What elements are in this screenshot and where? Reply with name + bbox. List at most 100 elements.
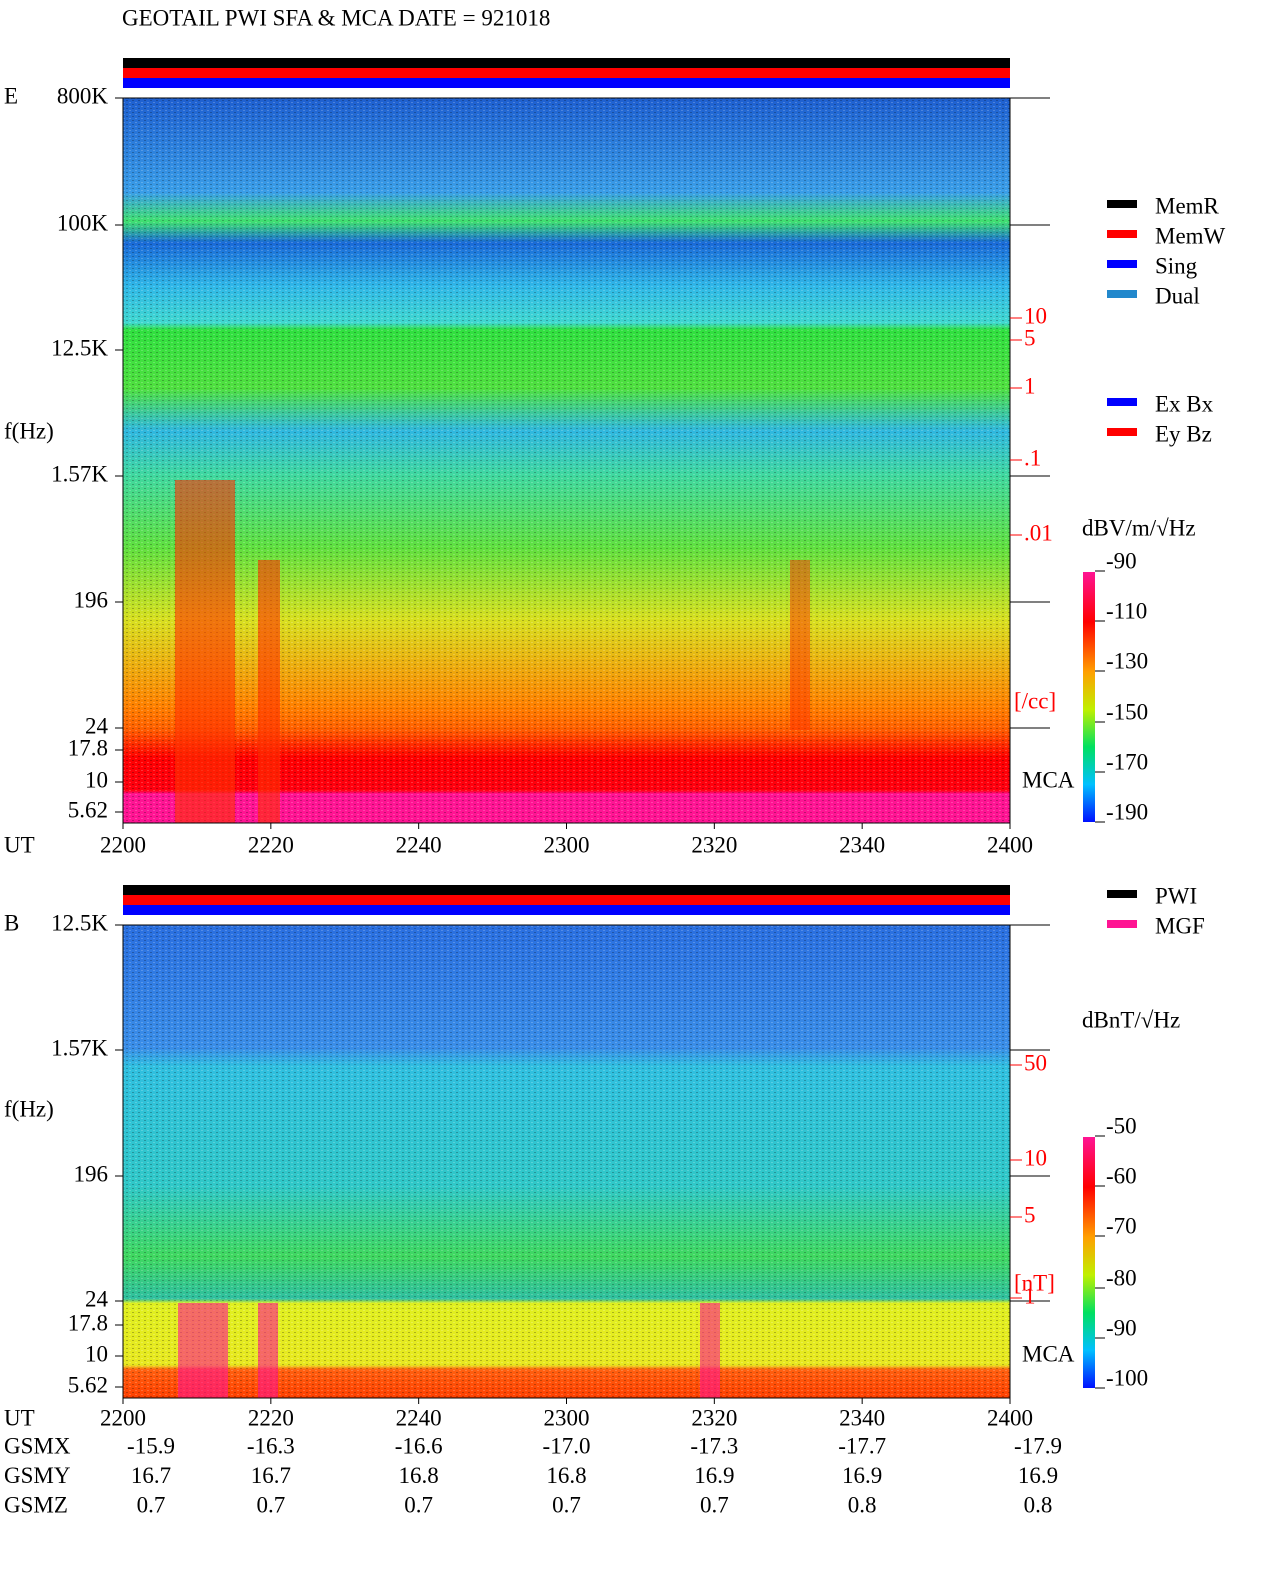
legend-swatch bbox=[1107, 428, 1137, 436]
orbit-value: 0.7 bbox=[256, 1492, 285, 1517]
y-tick-label: 5.62 bbox=[68, 797, 108, 822]
y-tick-label: 12.5K bbox=[51, 335, 108, 360]
y-tick-label: 10 bbox=[85, 767, 108, 792]
legend-label: Ex Bx bbox=[1155, 391, 1214, 416]
y-tick-label: 1.57K bbox=[51, 461, 108, 486]
x-tick-label: 2340 bbox=[839, 1405, 885, 1430]
y-tick-label: 12.5K bbox=[51, 910, 108, 935]
orbit-value: -17.3 bbox=[690, 1433, 738, 1458]
x-tick-label: 2320 bbox=[691, 1405, 737, 1430]
orbit-label: GSMY bbox=[4, 1463, 71, 1488]
y-tick-label: 5.62 bbox=[68, 1372, 108, 1397]
colorbar-tick-label: -90 bbox=[1106, 1315, 1137, 1340]
spectrogram-texture bbox=[123, 925, 1010, 1398]
y-tick-label: 17.8 bbox=[68, 1310, 108, 1335]
x-tick-label: 2400 bbox=[987, 832, 1033, 857]
y-tick-label: 800K bbox=[57, 83, 109, 108]
legend-swatch bbox=[1107, 398, 1137, 406]
x-axis-label: UT bbox=[4, 832, 35, 857]
status-bar bbox=[123, 78, 1010, 88]
mca-label: MCA bbox=[1022, 1341, 1075, 1366]
x-tick-label: 2200 bbox=[100, 832, 146, 857]
legend-label: PWI bbox=[1155, 883, 1197, 908]
y-tick-label: 100K bbox=[57, 210, 109, 235]
x-tick-label: 2240 bbox=[396, 832, 442, 857]
y-axis-label: f(Hz) bbox=[4, 418, 54, 443]
x-tick-label: 2200 bbox=[100, 1405, 146, 1430]
right-tick-label: .1 bbox=[1024, 445, 1041, 470]
colorbar-tick-label: -70 bbox=[1106, 1213, 1137, 1238]
orbit-value: 0.8 bbox=[1024, 1492, 1053, 1517]
legend-swatch bbox=[1107, 230, 1137, 238]
legend-label: MGF bbox=[1155, 913, 1205, 938]
x-tick-label: 2300 bbox=[544, 1405, 590, 1430]
colorbar bbox=[1083, 572, 1095, 822]
y-axis-label: f(Hz) bbox=[4, 1096, 54, 1121]
orbit-value: -17.0 bbox=[543, 1433, 591, 1458]
legend-label: MemW bbox=[1155, 223, 1226, 248]
colorbar-tick-label: -190 bbox=[1106, 799, 1148, 824]
colorbar-tick-label: -150 bbox=[1106, 699, 1148, 724]
status-bar bbox=[123, 58, 1010, 68]
legend-swatch bbox=[1107, 920, 1137, 928]
right-tick-label: 50 bbox=[1024, 1050, 1047, 1075]
title: GEOTAIL PWI SFA & MCA DATE = 921018 bbox=[122, 5, 550, 30]
burst bbox=[175, 480, 235, 823]
burst bbox=[258, 1303, 278, 1398]
colorbar-tick-label: -80 bbox=[1106, 1265, 1137, 1290]
right-tick-label: 10 bbox=[1024, 1145, 1047, 1170]
colorbar-tick-label: -100 bbox=[1106, 1365, 1148, 1390]
orbit-value: 16.7 bbox=[131, 1463, 171, 1488]
orbit-value: 0.8 bbox=[848, 1492, 877, 1517]
right-tick-label: .01 bbox=[1024, 520, 1053, 545]
colorbar-tick-label: -90 bbox=[1106, 548, 1137, 573]
panel-label: B bbox=[4, 910, 19, 935]
x-tick-label: 2400 bbox=[987, 1405, 1033, 1430]
legend-swatch bbox=[1107, 200, 1137, 208]
orbit-value: -16.6 bbox=[395, 1433, 443, 1458]
x-tick-label: 2240 bbox=[396, 1405, 442, 1430]
colorbar-tick-label: -60 bbox=[1106, 1163, 1137, 1188]
burst bbox=[178, 1303, 228, 1398]
status-bar bbox=[123, 895, 1010, 905]
orbit-value: 16.8 bbox=[399, 1463, 439, 1488]
orbit-value: -16.3 bbox=[247, 1433, 295, 1458]
colorbar-tick-label: -50 bbox=[1106, 1113, 1137, 1138]
right-tick-label: 5 bbox=[1024, 1202, 1036, 1227]
orbit-value: 0.7 bbox=[404, 1492, 433, 1517]
y-tick-label: 24 bbox=[85, 713, 109, 738]
orbit-value: -17.7 bbox=[838, 1433, 886, 1458]
legend-label: Ey Bz bbox=[1155, 421, 1212, 446]
burst bbox=[700, 1303, 720, 1398]
legend-swatch bbox=[1107, 260, 1137, 268]
legend-swatch bbox=[1107, 290, 1137, 298]
x-axis-label: UT bbox=[4, 1405, 35, 1430]
spectrogram-texture bbox=[123, 98, 1010, 823]
y-tick-label: 17.8 bbox=[68, 735, 108, 760]
y-tick-label: 196 bbox=[74, 587, 109, 612]
orbit-value: 16.9 bbox=[842, 1463, 882, 1488]
orbit-value: 0.7 bbox=[700, 1492, 729, 1517]
y-tick-label: 1.57K bbox=[51, 1035, 108, 1060]
orbit-value: 0.7 bbox=[137, 1492, 166, 1517]
right-tick-label: 10 bbox=[1024, 303, 1047, 328]
colorbar-unit: dBV/m/√Hz bbox=[1082, 515, 1196, 540]
legend-label: MemR bbox=[1155, 193, 1220, 218]
x-tick-label: 2320 bbox=[691, 832, 737, 857]
status-bar bbox=[123, 905, 1010, 915]
colorbar-tick-label: -110 bbox=[1106, 598, 1147, 623]
orbit-value: 16.9 bbox=[1018, 1463, 1058, 1488]
y-tick-label: 24 bbox=[85, 1286, 109, 1311]
x-tick-label: 2300 bbox=[544, 832, 590, 857]
orbit-value: 16.7 bbox=[251, 1463, 291, 1488]
legend-label: Sing bbox=[1155, 253, 1198, 278]
burst bbox=[258, 560, 280, 823]
orbit-value: 16.9 bbox=[694, 1463, 734, 1488]
colorbar-unit: dBnT/√Hz bbox=[1082, 1007, 1180, 1032]
orbit-label: GSMX bbox=[4, 1433, 71, 1458]
legend-label: Dual bbox=[1155, 283, 1200, 308]
status-bar bbox=[123, 885, 1010, 895]
status-bar bbox=[123, 68, 1010, 78]
y-tick-label: 10 bbox=[85, 1341, 108, 1366]
